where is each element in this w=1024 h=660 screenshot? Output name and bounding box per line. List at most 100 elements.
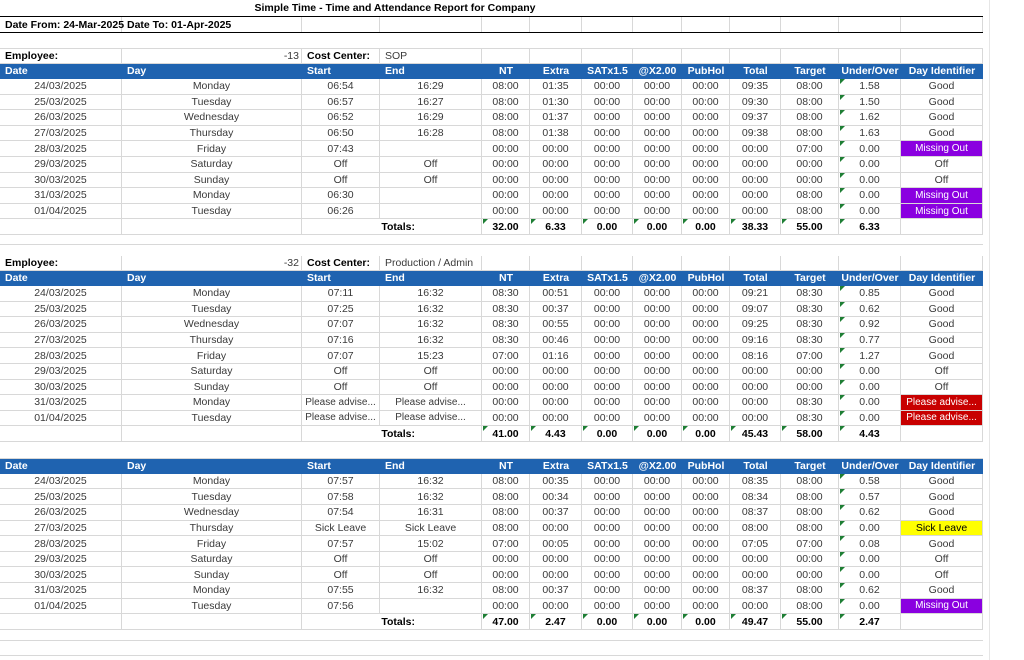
cell-date: 28/03/2025 — [0, 536, 122, 551]
flag-triangle-icon — [782, 219, 787, 225]
table-row: 31/03/2025 Monday 06:30 00:00 00:00 00:00 00:0… — [0, 188, 983, 204]
flag-triangle-icon — [683, 219, 688, 225]
cell-pubhol: 00:00 — [682, 94, 730, 110]
total-extra: 2.47 — [530, 614, 582, 630]
cell-start: 07:57 — [302, 536, 380, 551]
cell-satx15: 00:00 — [582, 598, 633, 614]
grid-cell — [839, 49, 901, 63]
cell-day-identifier: Good — [901, 110, 983, 125]
cell-date: 27/03/2025 — [0, 332, 122, 348]
flag-triangle-icon — [840, 172, 845, 178]
flag-triangle-icon — [840, 141, 845, 147]
cell-satx15: 00:00 — [582, 520, 633, 536]
table-row: 27/03/2025 Thursday 07:16 16:32 08:30 00:46 00… — [0, 332, 983, 349]
column-header-target: Target — [794, 65, 826, 77]
cell-x2: 00:00 — [633, 156, 682, 172]
cell-target: 08:00 — [781, 125, 839, 141]
cell-x2: 00:00 — [633, 567, 682, 583]
cell-date: 24/03/2025 — [0, 473, 122, 489]
grid-cell — [530, 49, 582, 63]
flag-triangle-icon — [840, 536, 845, 542]
cell-target: 08:00 — [781, 520, 839, 536]
cell-x2: 00:00 — [633, 410, 682, 426]
cell-extra: 01:38 — [530, 125, 582, 141]
cell-day: Saturday — [122, 551, 302, 567]
cell-start: Sick Leave — [302, 520, 380, 536]
under-over-value: 0.08 — [859, 537, 880, 550]
cell-extra: 01:35 — [530, 79, 582, 94]
cell-pubhol: 00:00 — [682, 536, 730, 551]
cell-date: 24/03/2025 — [0, 79, 122, 94]
cell-day-identifier: Missing Out — [901, 188, 983, 203]
cell-nt: 08:30 — [482, 301, 530, 317]
grid-cell — [839, 17, 901, 32]
total-value: 4.43 — [859, 427, 880, 440]
cell-x2: 00:00 — [633, 536, 682, 551]
flag-triangle-icon — [731, 219, 736, 225]
column-header-extra: Extra — [542, 271, 570, 284]
cell-day-identifier: Off — [901, 172, 983, 188]
spacer-row — [0, 33, 983, 49]
cell-target: 08:00 — [781, 489, 839, 505]
cell-satx15: 00:00 — [582, 141, 633, 156]
report-title: Simple Time - Time and Attendance Report… — [254, 2, 536, 14]
cell-day-identifier: Missing Out — [901, 203, 983, 219]
cell-date: 31/03/2025 — [0, 188, 122, 203]
grid-cell — [122, 219, 302, 235]
cell-extra: 00:00 — [530, 203, 582, 219]
cell-x2: 00:00 — [633, 172, 682, 188]
cell-day-identifier: Please advise... — [901, 410, 983, 426]
totals-row: Totals: 32.00 6.33 0.00 0.00 0.00 38.33 55.00 6.… — [0, 219, 983, 236]
cell-nt: 08:00 — [482, 94, 530, 110]
cell-pubhol: 00:00 — [682, 567, 730, 583]
column-header-total: Total — [743, 65, 768, 77]
grid-cell — [582, 17, 633, 32]
cell-start: Off — [302, 172, 380, 188]
cell-total: 00:00 — [730, 172, 781, 188]
cell-pubhol: 00:00 — [682, 317, 730, 332]
cell-end: 16:27 — [380, 94, 482, 110]
grid-cell — [482, 17, 530, 32]
under-over-value: 0.92 — [859, 318, 880, 331]
cell-pubhol: 00:00 — [682, 379, 730, 395]
cell-start: 06:50 — [302, 125, 380, 141]
employee-label: Employee: — [0, 49, 122, 63]
cell-extra: 00:35 — [530, 473, 582, 489]
flag-triangle-icon — [531, 614, 536, 620]
cell-nt: 08:30 — [482, 285, 530, 301]
column-header-day: Day — [127, 65, 147, 77]
under-over-value: 0.00 — [859, 158, 880, 171]
column-header-start: Start — [307, 271, 331, 284]
cell-end: 16:29 — [380, 110, 482, 125]
flag-triangle-icon — [483, 614, 488, 620]
cell-total: 00:00 — [730, 379, 781, 395]
cell-start: 07:11 — [302, 285, 380, 301]
cell-satx15: 00:00 — [582, 125, 633, 141]
cell-end — [380, 141, 482, 156]
table-row: 26/03/2025 Wednesday 07:54 16:31 08:00 00:37 0… — [0, 505, 983, 521]
flag-triangle-icon — [840, 505, 845, 511]
cell-start: 06:57 — [302, 94, 380, 110]
cell-target: 00:00 — [781, 551, 839, 567]
cell-end: Off — [380, 156, 482, 172]
cell-day: Tuesday — [122, 489, 302, 505]
flag-triangle-icon — [840, 583, 845, 589]
column-header-day: Day — [127, 459, 147, 472]
cell-satx15: 00:00 — [582, 301, 633, 317]
cell-x2: 00:00 — [633, 363, 682, 379]
cell-satx15: 00:00 — [582, 79, 633, 94]
column-header-date: Date — [5, 459, 28, 472]
cell-extra: 00:00 — [530, 172, 582, 188]
cell-end: Please advise... — [380, 410, 482, 426]
table-row: 29/03/2025 Saturday Off Off 00:00 00:00 00:00 0… — [0, 156, 983, 173]
column-header-start: Start — [307, 65, 331, 77]
table-row: 30/03/2025 Sunday Off Off 00:00 00:00 00:00 00:… — [0, 172, 983, 189]
flag-triangle-icon — [840, 156, 845, 162]
cell-target: 08:30 — [781, 395, 839, 410]
under-over-value: 0.00 — [859, 189, 880, 202]
totals-row: Totals: 41.00 4.43 0.00 0.00 0.00 45.43 58.00 4.… — [0, 426, 983, 443]
cell-target: 00:00 — [781, 363, 839, 379]
column-header-x2: @X2.00 — [638, 65, 677, 77]
cell-day: Friday — [122, 348, 302, 363]
column-header-extra: Extra — [542, 65, 570, 77]
